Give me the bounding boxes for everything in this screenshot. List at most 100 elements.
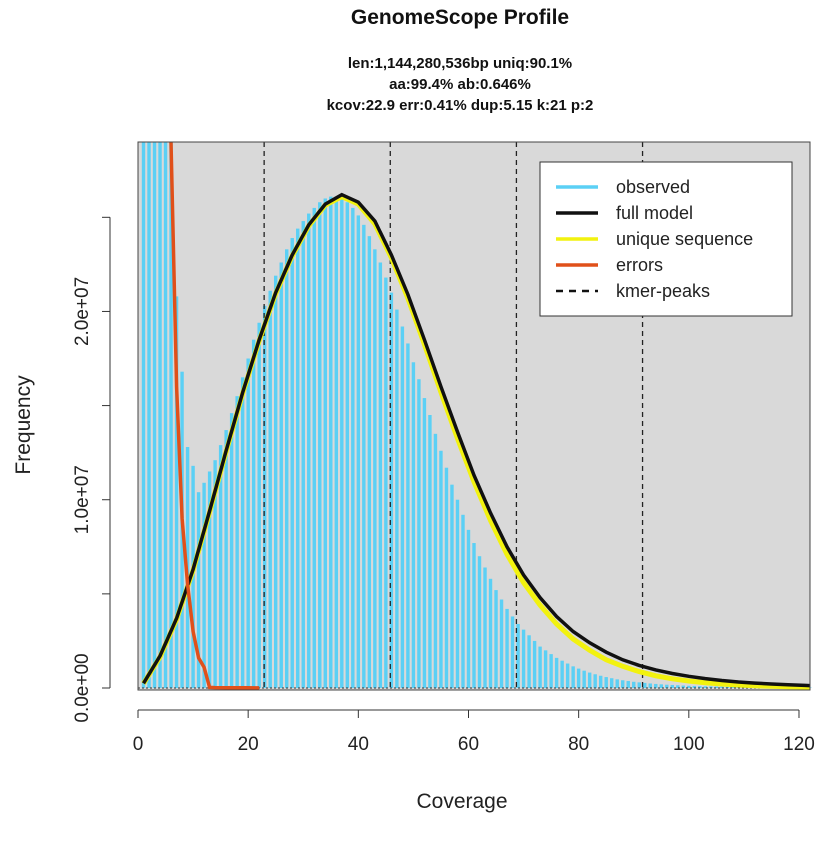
observed-bar <box>665 684 669 688</box>
observed-bar <box>483 567 487 688</box>
legend-label: errors <box>616 255 663 275</box>
observed-bar <box>703 686 708 688</box>
observed-bar <box>687 685 691 688</box>
legend-label: kmer-peaks <box>616 281 710 301</box>
observed-bar <box>455 499 460 688</box>
x-tick-label: 100 <box>673 734 705 755</box>
observed-bar <box>290 238 294 688</box>
observed-bar <box>406 343 410 688</box>
errors-line <box>169 141 260 690</box>
observed-bar <box>422 398 427 688</box>
observed-bar <box>273 275 278 688</box>
observed-bar <box>499 599 504 688</box>
observed-bar <box>224 430 228 688</box>
observed-bar <box>334 196 339 688</box>
observed-bar <box>510 616 515 688</box>
observed-bar <box>296 228 300 688</box>
observed-bar <box>582 670 586 688</box>
observed-bar <box>196 492 201 688</box>
observed-bar <box>505 608 509 688</box>
observed-bar <box>725 686 730 688</box>
observed-bar <box>235 396 239 688</box>
observed-bar <box>461 514 465 688</box>
observed-bar <box>576 668 581 688</box>
observed-bar <box>240 377 245 688</box>
observed-bar <box>543 650 548 688</box>
x-tick-label: 80 <box>568 734 589 755</box>
observed-bar <box>158 142 162 688</box>
chart-subtitle-line-3: kcov:22.9 err:0.41% dup:5.15 k:21 p:2 <box>327 97 594 114</box>
observed-bar <box>147 142 151 688</box>
observed-bar <box>207 471 212 688</box>
observed-bar <box>538 646 542 688</box>
observed-bar <box>720 686 724 688</box>
legend-label: full model <box>616 203 693 223</box>
observed-bar <box>571 666 575 688</box>
observed-bar <box>714 686 719 688</box>
observed-bar <box>301 221 305 688</box>
observed-bar <box>323 198 327 688</box>
observed-bar <box>472 543 476 688</box>
observed-bar <box>218 445 223 688</box>
observed-bar <box>285 249 289 688</box>
y-axis: 0.0e+00 1.0e+07 2.0e+07 <box>72 216 111 723</box>
observed-bar <box>488 578 493 688</box>
chart-title: GenomeScope Profile <box>351 6 569 29</box>
observed-bar <box>307 213 311 688</box>
observed-bar <box>466 529 471 688</box>
plot-frame <box>137 141 811 691</box>
observed-bar <box>213 460 217 688</box>
observed-bar <box>345 202 350 688</box>
observed-bar <box>439 450 443 688</box>
observed-bar <box>609 678 614 688</box>
x-tick-label: 20 <box>238 734 259 755</box>
observed-bar <box>615 679 619 688</box>
observed-bar <box>318 202 322 688</box>
observed-bar <box>400 326 405 688</box>
observed-bar <box>698 686 702 688</box>
observed-bar <box>163 142 168 688</box>
legend-label: observed <box>616 177 690 197</box>
observed-bar <box>169 142 173 688</box>
chart-subtitle-line-2: aa:99.4% ab:0.646% <box>389 76 531 93</box>
x-tick-label: 40 <box>348 734 369 755</box>
observed-bar <box>356 215 361 688</box>
observed-bar <box>659 684 663 688</box>
x-tick-label: 60 <box>458 734 479 755</box>
observed-bar <box>604 677 608 688</box>
observed-bar <box>494 590 498 688</box>
observed-bar <box>587 672 592 688</box>
observed-bar <box>417 379 421 688</box>
chart-subtitle-line-1: len:1,144,280,536bp uniq:90.1% <box>348 55 572 72</box>
x-tick-label: 120 <box>783 734 815 755</box>
observed-bar <box>340 198 344 688</box>
observed-bar <box>709 686 713 688</box>
observed-bar <box>229 413 234 688</box>
observed-bar <box>532 640 537 688</box>
observed-bar <box>731 686 735 688</box>
observed-bar <box>681 685 686 688</box>
x-axis: 0 20 40 60 80 100 120 <box>133 709 815 755</box>
y-tick-label: 0.0e+00 <box>72 653 93 722</box>
observed-bar <box>626 681 630 688</box>
observed-bar <box>174 296 179 688</box>
observed-bar <box>648 683 652 688</box>
observed-bar <box>643 682 647 688</box>
observed-bar <box>152 142 157 688</box>
observed-bar <box>279 262 283 688</box>
observed-bar <box>329 196 333 688</box>
observed-bar <box>428 415 432 688</box>
observed-bars <box>141 142 812 689</box>
observed-bar <box>389 292 394 688</box>
observed-bar <box>632 681 636 688</box>
observed-bar <box>444 467 449 688</box>
observed-bar <box>560 660 564 688</box>
legend: observed full model unique sequence errors k… <box>539 161 793 317</box>
legend-label: unique sequence <box>616 229 753 249</box>
observed-bar <box>670 684 675 688</box>
observed-bar <box>692 685 697 688</box>
observed-bar <box>516 623 520 688</box>
observed-bar <box>554 657 559 688</box>
observed-bar <box>527 635 531 688</box>
observed-bar <box>549 654 553 688</box>
